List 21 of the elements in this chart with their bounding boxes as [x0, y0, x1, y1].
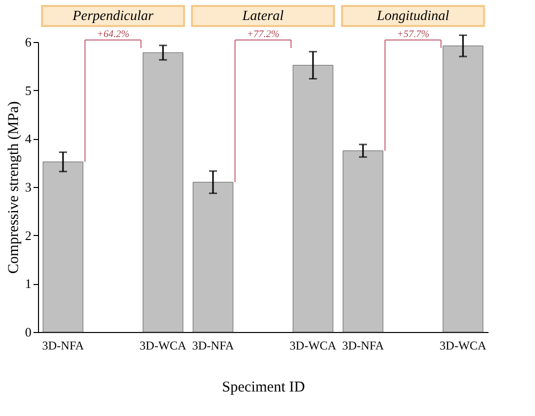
y-tick-label: 6 — [25, 34, 32, 50]
y-tick-label: 5 — [25, 82, 32, 98]
y-tick-label: 4 — [25, 131, 32, 146]
chart-title: Perpendicular — [72, 9, 154, 24]
chart-title: Longitudinal — [376, 9, 450, 24]
text: +77.2% — [246, 29, 280, 40]
y-axis-title: Compressive strength (MPa) — [6, 101, 22, 274]
x-tick-label: 3D-WCA — [140, 338, 187, 352]
x-tick-label: 3D-WCA — [290, 338, 337, 352]
x-axis-title: Speciment ID — [222, 380, 306, 396]
text: +64.2% — [96, 29, 130, 40]
x-tick-label: 3D-NFA — [42, 338, 84, 352]
y-tick-label: 1 — [25, 276, 32, 292]
text: +57.7% — [396, 29, 430, 40]
chart-title: Lateral — [241, 9, 284, 24]
y-tick-label: 3 — [25, 180, 32, 194]
x-tick-label: 3D-NFA — [342, 338, 384, 352]
x-tick-label: 3D-WCA — [440, 338, 487, 352]
y-tick-label: 0 — [25, 324, 32, 340]
x-tick-label: 3D-NFA — [192, 338, 234, 352]
y-tick-label: 2 — [25, 228, 32, 243]
